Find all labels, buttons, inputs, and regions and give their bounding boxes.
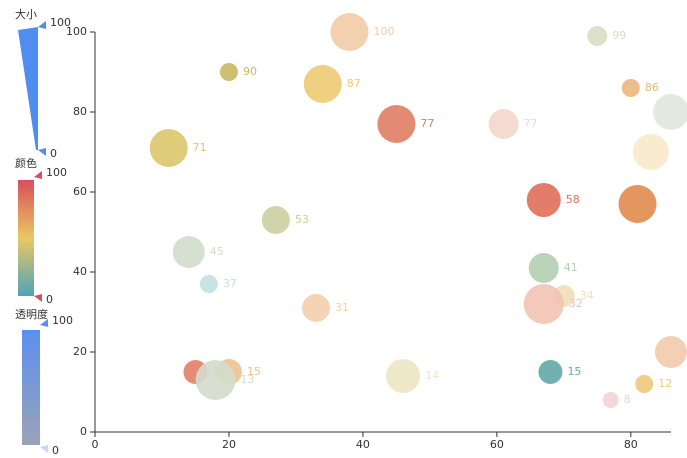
visual-map-min: 0 (52, 444, 59, 457)
bubble (523, 284, 564, 324)
data-label: 71 (193, 141, 207, 154)
x-tick-label: 0 (92, 438, 99, 451)
data-label: 15 (247, 365, 261, 378)
data-label: 13 (241, 373, 255, 386)
visual-map-title: 透明度 (15, 307, 48, 321)
data-label: 12 (658, 377, 672, 390)
visual-map-max: 100 (46, 166, 67, 179)
data-label: 58 (566, 193, 580, 206)
bubble (635, 375, 654, 393)
bubble (303, 65, 342, 103)
visual-map-bar (22, 330, 40, 445)
visual-map-max: 100 (50, 16, 71, 29)
visual-map-handle (34, 294, 42, 302)
bubble (632, 134, 669, 170)
data-label: 37 (223, 277, 237, 290)
y-tick-label: 20 (73, 345, 87, 358)
bubble (653, 94, 687, 130)
bubble (621, 79, 640, 97)
visual-map-handle (38, 21, 46, 29)
bubble (528, 253, 559, 283)
bubble (195, 360, 236, 400)
bubble (618, 185, 657, 223)
bubble (488, 109, 519, 139)
data-label: 8 (624, 393, 631, 406)
bubble (655, 336, 687, 368)
bubble (377, 105, 416, 143)
data-label: 41 (564, 261, 578, 274)
visual-map-handle (34, 171, 42, 179)
bubble (526, 183, 561, 217)
y-tick-label: 80 (73, 105, 87, 118)
data-label: 53 (295, 213, 309, 226)
visual-map-min: 0 (50, 147, 57, 160)
visual-map-max: 100 (52, 314, 73, 327)
data-label: 77 (420, 117, 434, 130)
data-label: 34 (580, 289, 594, 302)
data-label: 15 (567, 365, 581, 378)
y-tick-label: 100 (66, 25, 87, 38)
bubble (261, 206, 290, 234)
data-label: 32 (569, 297, 583, 310)
data-label: 100 (374, 25, 395, 38)
visual-map-handle (40, 445, 48, 453)
bubble (602, 392, 619, 408)
bubble (149, 129, 188, 167)
visual-map-bar (18, 180, 34, 296)
visual-map-handle (40, 319, 48, 327)
bubble (386, 359, 421, 393)
y-tick-label: 40 (73, 265, 87, 278)
bubble (199, 275, 218, 293)
data-label: 87 (347, 77, 361, 90)
visual-map-title: 颜色 (15, 156, 37, 170)
visual-map-bar (18, 27, 38, 150)
visual-map-handle (38, 148, 46, 156)
x-tick-label: 60 (490, 438, 504, 451)
bubble (302, 294, 331, 322)
data-label: 90 (243, 65, 257, 78)
data-label: 14 (425, 369, 439, 382)
y-tick-label: 0 (80, 425, 87, 438)
bubble (172, 236, 205, 268)
x-tick-label: 80 (624, 438, 638, 451)
x-tick-label: 20 (222, 438, 236, 451)
data-label: 45 (210, 245, 224, 258)
data-label: 31 (335, 301, 349, 314)
bubble (538, 360, 563, 384)
data-label: 77 (524, 117, 538, 130)
visual-map-min: 0 (46, 293, 53, 306)
data-label: 99 (612, 29, 626, 42)
data-label: 86 (645, 81, 659, 94)
bubble (219, 63, 238, 81)
visual-map-title: 大小 (15, 7, 37, 21)
bubble (587, 26, 608, 46)
x-tick-label: 40 (356, 438, 370, 451)
bubble (330, 13, 369, 51)
y-tick-label: 60 (73, 185, 87, 198)
